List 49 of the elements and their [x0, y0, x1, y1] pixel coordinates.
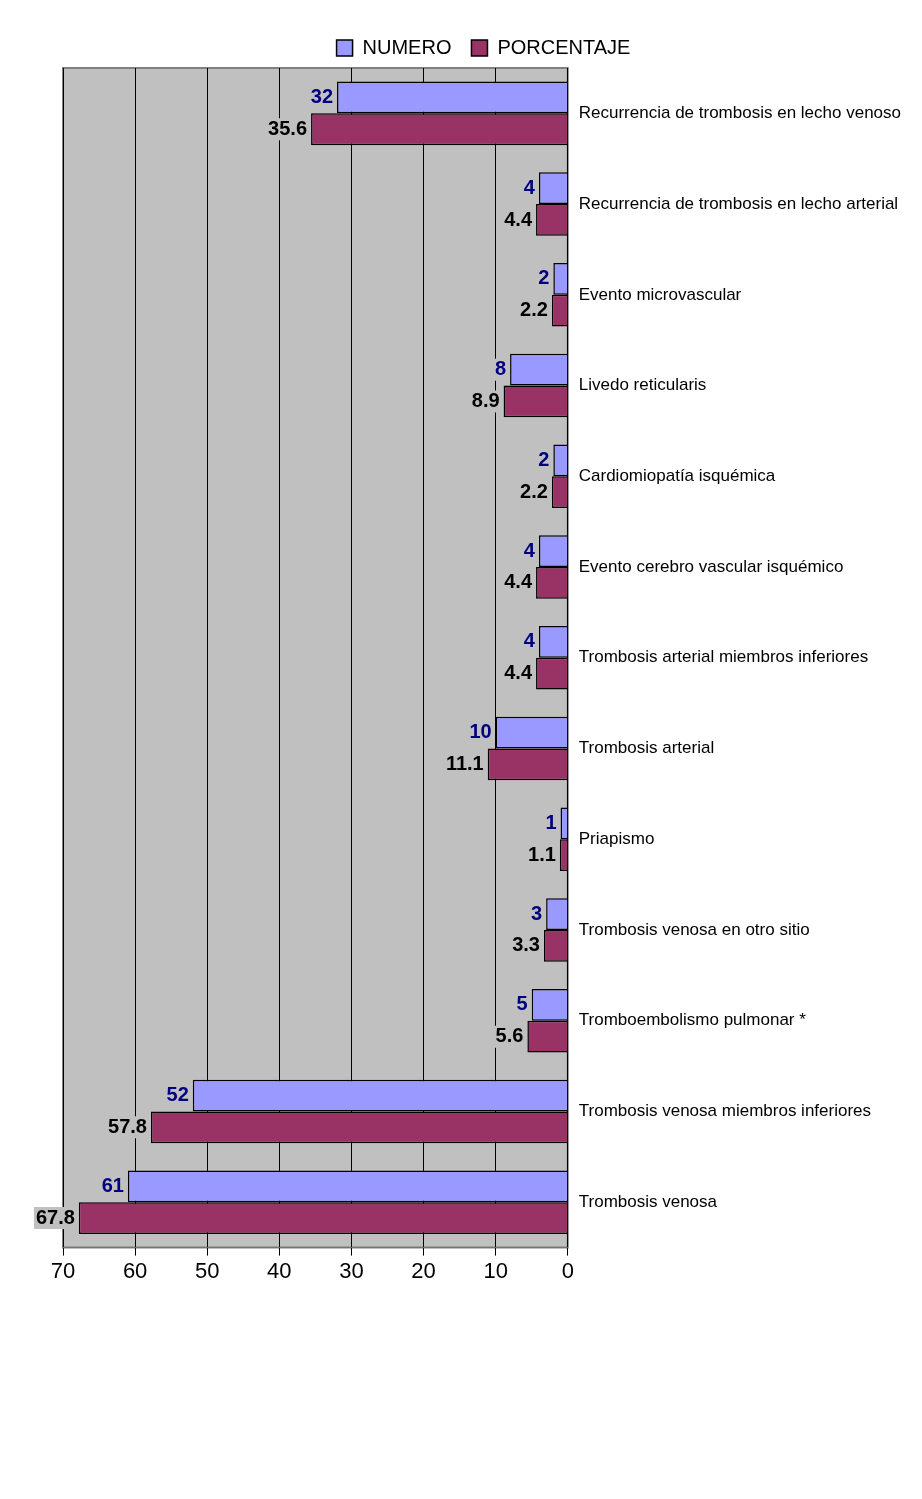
- y-tick-label: Tromboembolismo pulmonar *: [578, 1010, 807, 1030]
- data-label: 4: [523, 175, 536, 198]
- y-tick-label: Trombosis venosa miembros inferiores: [578, 1101, 872, 1121]
- y-tick-label: Livedo reticularis: [578, 375, 707, 395]
- x-tick-label: 40: [267, 1257, 292, 1283]
- y-tick-label: Cardiomiopatía isquémica: [578, 466, 776, 486]
- data-label: 2: [538, 447, 550, 470]
- y-tick-label: Trombosis arterial: [578, 738, 715, 758]
- data-label: 4.4: [504, 207, 533, 230]
- x-tick-label: 30: [339, 1257, 364, 1283]
- data-label: 67.8: [35, 1205, 75, 1228]
- data-label: 2: [538, 266, 550, 289]
- x-tick-label: 50: [194, 1257, 220, 1283]
- x-tick-label: 10: [483, 1257, 508, 1283]
- data-label: 1: [545, 810, 557, 833]
- data-label: 8: [494, 357, 507, 380]
- y-tick-label: Recurrencia de trombosis en lecho arterial: [578, 193, 899, 213]
- data-label: 8.9: [471, 388, 500, 411]
- y-tick-label: Evento microvascular: [578, 284, 742, 304]
- data-label: 35.6: [268, 116, 308, 139]
- legend-label: PORCENTAJE: [497, 35, 631, 58]
- data-label: 1.1: [528, 842, 556, 865]
- data-label: 3.3: [512, 933, 540, 956]
- data-label: 11.1: [445, 751, 484, 774]
- data-label: 4: [523, 538, 536, 561]
- data-label: 52: [166, 1083, 189, 1106]
- data-label: 5: [516, 992, 528, 1015]
- data-label: 4.4: [504, 661, 533, 684]
- data-label: 2.2: [520, 298, 548, 321]
- data-label: 10: [469, 720, 492, 743]
- data-label: 57.8: [108, 1114, 147, 1137]
- data-label: 3: [531, 901, 543, 924]
- data-label: 5.6: [495, 1024, 524, 1047]
- x-tick-label: 60: [122, 1257, 148, 1283]
- x-tick-label: 70: [50, 1257, 76, 1283]
- y-tick-label: Recurrencia de trombosis en lecho venoso: [578, 103, 902, 123]
- data-label: 4.4: [504, 570, 533, 593]
- y-tick-label: Trombosis arterial miembros inferiores: [578, 647, 869, 667]
- data-label: 32: [310, 85, 334, 108]
- x-tick-label: 0: [561, 1257, 574, 1283]
- y-tick-label: Evento cerebro vascular isquémico: [578, 556, 844, 576]
- data-label: 61: [101, 1173, 124, 1196]
- x-tick-label: 20: [411, 1257, 436, 1283]
- y-tick-label: Trombosis venosa en otro sitio: [578, 919, 810, 939]
- data-label: 2.2: [520, 479, 548, 502]
- y-tick-label: Priapismo: [578, 828, 655, 848]
- data-label: 4: [523, 629, 536, 652]
- legend-label: NUMERO: [362, 35, 452, 58]
- y-tick-label: Trombosis venosa: [578, 1191, 718, 1211]
